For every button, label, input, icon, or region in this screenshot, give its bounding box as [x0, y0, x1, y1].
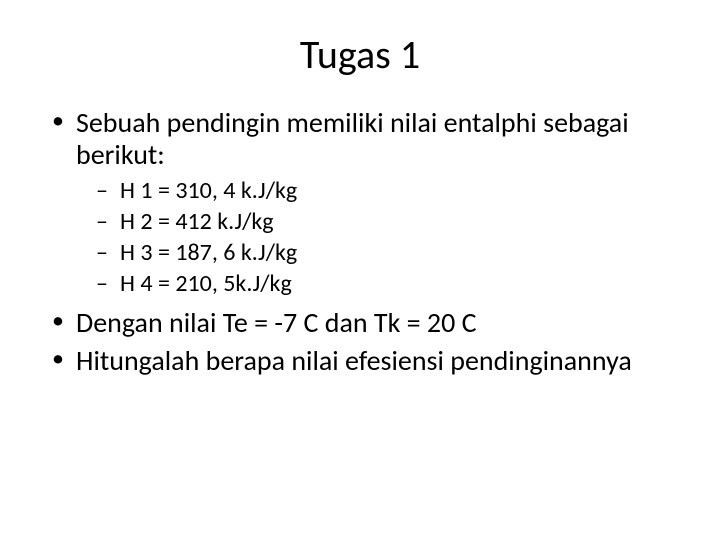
bullet-item: H 1 = 310, 4 k.J/kg	[48, 177, 672, 206]
bullet-item: H 2 = 412 k.J/kg	[48, 208, 672, 237]
bullet-item: Dengan nilai Te = -7 C dan Tk = 20 C	[48, 307, 672, 339]
bullet-item: Hitungalah berapa nilai efesiensi pendin…	[48, 345, 672, 377]
bullet-item: Sebuah pendingin memiliki nilai entalphi…	[48, 107, 672, 171]
bullet-item: H 3 = 187, 6 k.J/kg	[48, 239, 672, 268]
slide: Tugas 1 Sebuah pendingin memiliki nilai …	[0, 0, 720, 540]
slide-title: Tugas 1	[48, 30, 672, 79]
sub-bullet-group: H 1 = 310, 4 k.J/kg H 2 = 412 k.J/kg H 3…	[48, 177, 672, 298]
bullet-item: H 4 = 210, 5k.J/kg	[48, 270, 672, 299]
